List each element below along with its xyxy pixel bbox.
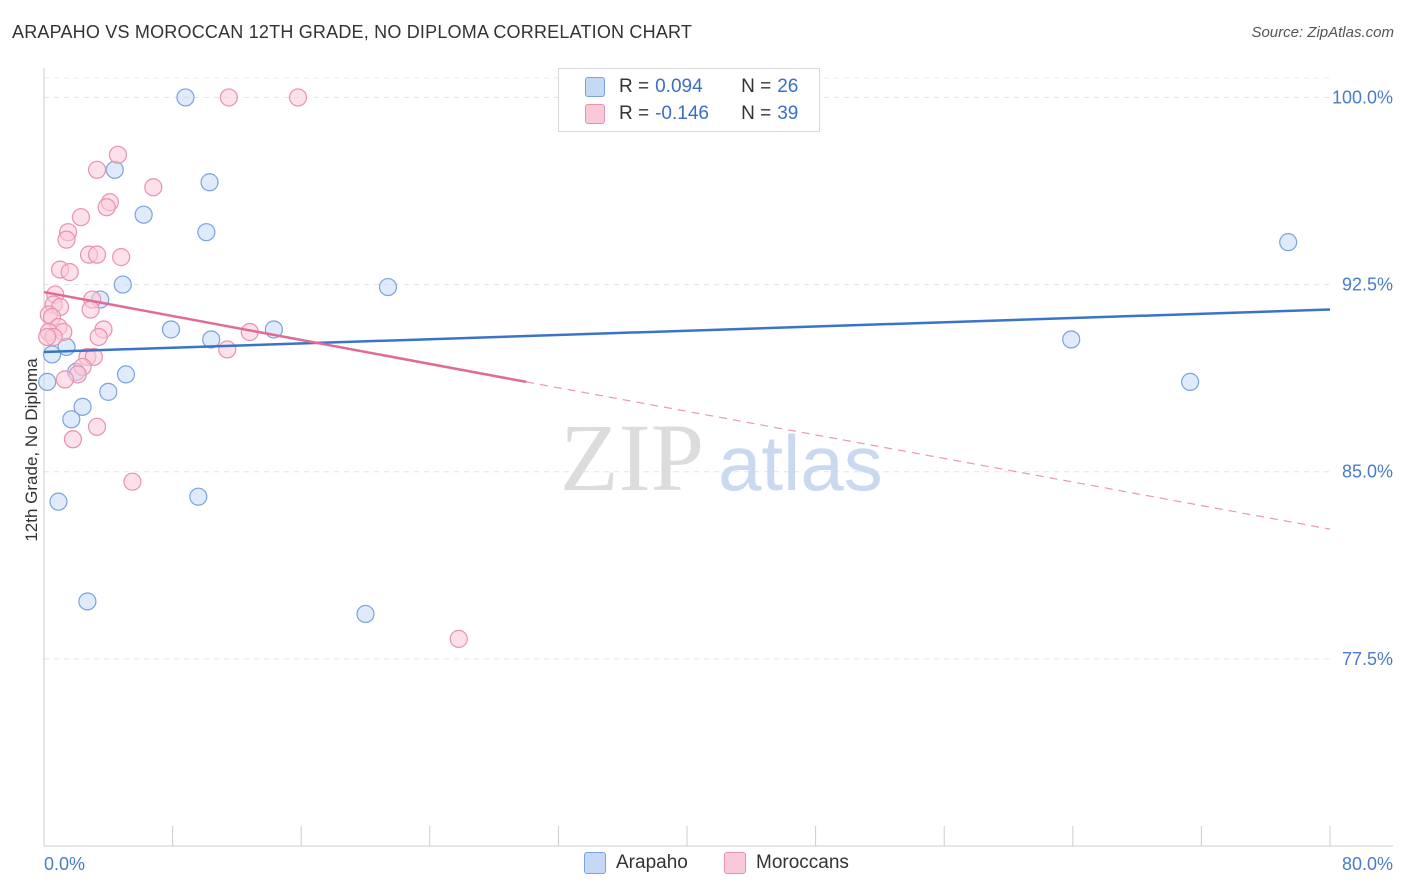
moroccan-point [97, 198, 116, 217]
arapaho-point [197, 223, 216, 242]
bottom-legend-label-arapaho: Arapaho [616, 852, 688, 873]
moroccan-point [87, 160, 107, 179]
arapaho-point [200, 173, 219, 192]
bottom-legend-moroccans: Moroccans [724, 852, 849, 874]
arapaho-point [202, 330, 221, 349]
arapaho-point [189, 487, 208, 506]
moroccan-point [63, 430, 83, 449]
legend-row-arapaho: R = 0.094 N = 26 [585, 75, 798, 99]
legend-r-value-moroccans: -0.146 [655, 103, 709, 124]
watermark-atlas: atlas [718, 419, 883, 507]
legend-swatch-moroccans [585, 104, 605, 124]
arapaho-point [42, 345, 62, 364]
arapaho-point [176, 88, 195, 107]
legend-row-moroccans: R = -0.146 N = 39 [585, 102, 798, 126]
y-tick-label: 77.5% [1342, 649, 1393, 669]
arapaho-point [113, 275, 132, 294]
arapaho-point [378, 277, 398, 297]
bottom-legend-label-moroccans: Moroccans [756, 852, 849, 873]
moroccan-point [81, 300, 100, 319]
moroccan-point [108, 145, 128, 164]
moroccan-point [219, 88, 238, 107]
y-tick-label: 100.0% [1332, 87, 1393, 107]
arapaho-point [49, 492, 68, 511]
arapaho-point [1279, 233, 1298, 252]
moroccan-point [38, 327, 57, 347]
gridlines [44, 77, 1330, 660]
arapaho-point [99, 382, 118, 401]
moroccan-point [57, 230, 76, 249]
moroccan-point [55, 370, 74, 389]
trend-lines [43, 290, 1331, 530]
moroccan-point [112, 248, 131, 267]
arapaho-point [105, 160, 124, 179]
moroccan-trend-extrapolated [526, 381, 1331, 530]
moroccan-point [87, 245, 107, 264]
moroccan-point [87, 417, 107, 436]
bottom-legend-swatch-moroccans [724, 852, 746, 874]
data-points [38, 88, 1298, 648]
y-tick-label: 85.0% [1342, 462, 1393, 482]
arapaho-trend-line [43, 308, 1331, 354]
moroccan-point [288, 88, 308, 107]
moroccan-point [144, 178, 163, 197]
legend-r-label: R = [619, 76, 650, 97]
y-tick-labels: 77.5% 85.0% 92.5% 100.0% [1332, 87, 1393, 668]
legend-n-label: N = [741, 103, 772, 124]
moroccan-point [123, 472, 142, 491]
arapaho-point [1181, 372, 1200, 391]
arapaho-point [38, 372, 57, 391]
arapaho-point [78, 592, 97, 611]
y-tick-label: 92.5% [1342, 275, 1393, 295]
watermark: ZIP atlas [560, 404, 883, 511]
arapaho-point [356, 604, 375, 624]
x-tick-label: 0.0% [44, 854, 85, 874]
axes [43, 68, 1393, 847]
moroccan-point [218, 340, 237, 359]
moroccan-trend-line [43, 290, 527, 384]
arapaho-point [161, 320, 181, 339]
moroccan-point [89, 327, 108, 347]
legend-swatch-arapaho [585, 77, 605, 97]
x-tick-labels: 0.0% 80.0% [44, 854, 1393, 874]
chart-title: ARAPAHO VS MOROCCAN 12TH GRADE, NO DIPLO… [12, 22, 693, 42]
source-label: Source: ZipAtlas.com [1251, 24, 1394, 41]
arapaho-point [73, 397, 92, 416]
moroccan-point [60, 262, 79, 282]
watermark-zip: ZIP [560, 404, 704, 511]
correlation-legend: R = 0.094 N = 26 R = -0.146 N = 39 [558, 68, 820, 132]
arapaho-point [1062, 330, 1081, 349]
bottom-legend-arapaho: Arapaho [584, 852, 688, 874]
arapaho-point [62, 410, 81, 429]
x-tick-label: 80.0% [1342, 854, 1393, 874]
bottom-legend-swatch-arapaho [584, 852, 606, 874]
arapaho-point [134, 205, 153, 224]
legend-r-label: R = [619, 103, 650, 124]
moroccan-point [71, 208, 91, 227]
moroccan-point [449, 629, 468, 648]
legend-n-value-arapaho: 26 [777, 76, 799, 97]
legend-n-label: N = [741, 76, 772, 97]
arapaho-point [116, 365, 136, 384]
legend-r-value-arapaho: 0.094 [655, 76, 703, 97]
legend-n-value-moroccans: 39 [777, 103, 799, 124]
